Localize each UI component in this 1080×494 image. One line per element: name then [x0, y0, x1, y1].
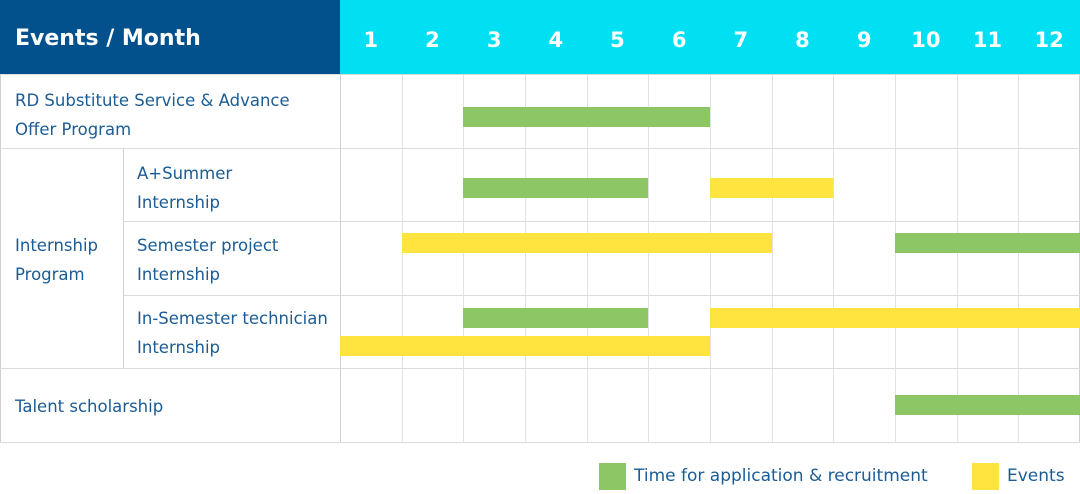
legend-label-events: Events	[1007, 466, 1065, 486]
grid-vline	[1018, 74, 1020, 442]
group-divider	[123, 148, 124, 368]
grid-hline	[123, 295, 1080, 296]
application-bar	[895, 233, 1080, 253]
legend-swatch-events	[972, 463, 999, 490]
grid-hline	[0, 74, 1080, 75]
month-tick-label: 1	[363, 28, 379, 52]
grid-hline	[123, 221, 1080, 222]
grid-vline	[956, 74, 958, 442]
month-header	[340, 0, 1080, 74]
grid-hline	[0, 368, 1080, 369]
grid-vline	[340, 74, 341, 442]
grid-vline	[833, 74, 835, 442]
event-bar	[710, 178, 834, 198]
month-tick-label: 8	[795, 28, 810, 52]
event-bar	[710, 308, 1080, 328]
month-tick-label: 11	[972, 28, 1003, 52]
row-label-talent: Talent scholarship	[15, 397, 164, 416]
application-bar	[463, 107, 710, 127]
application-bar	[463, 178, 649, 198]
row-label-internship-program: Internship Program	[15, 236, 99, 284]
application-bar	[463, 308, 649, 328]
legend-label-application: Time for application & recruitment	[634, 466, 928, 486]
table-border-left	[0, 74, 1, 442]
month-tick-label: 6	[671, 28, 687, 52]
month-tick-label: 7	[733, 28, 749, 52]
row-label-rd: RD Substitute Service & Advance Offer Pr…	[15, 91, 290, 139]
month-tick-label: 4	[548, 28, 564, 52]
month-tick-label: 10	[911, 28, 941, 52]
month-tick-label: 12	[1034, 28, 1064, 52]
event-bar	[340, 336, 710, 356]
month-tick-label: 2	[425, 28, 440, 52]
month-tick-label: 3	[486, 28, 502, 52]
grid-vline	[525, 74, 526, 442]
grid-hline	[0, 442, 1080, 443]
grid-hline	[0, 148, 1080, 149]
grid-vline	[648, 74, 650, 442]
grid-vline	[895, 74, 896, 442]
row-label-semester: Semester project Internship	[137, 236, 279, 284]
month-tick-label: 9	[856, 28, 872, 52]
month-tick-label: 5	[610, 28, 625, 52]
header-title: Events / Month	[0, 0, 340, 74]
legend-swatch-application	[599, 463, 626, 490]
grid-vline	[463, 74, 465, 442]
row-label-summer: A+Summer Internship	[137, 164, 233, 212]
event-bar	[401, 233, 772, 253]
grid-vline	[401, 74, 403, 442]
row-label-technician: In-Semester technician Internship	[137, 309, 328, 357]
application-bar	[895, 395, 1080, 415]
grid-vline	[771, 74, 773, 442]
grid-vline	[586, 74, 588, 442]
grid-vline	[710, 74, 711, 442]
